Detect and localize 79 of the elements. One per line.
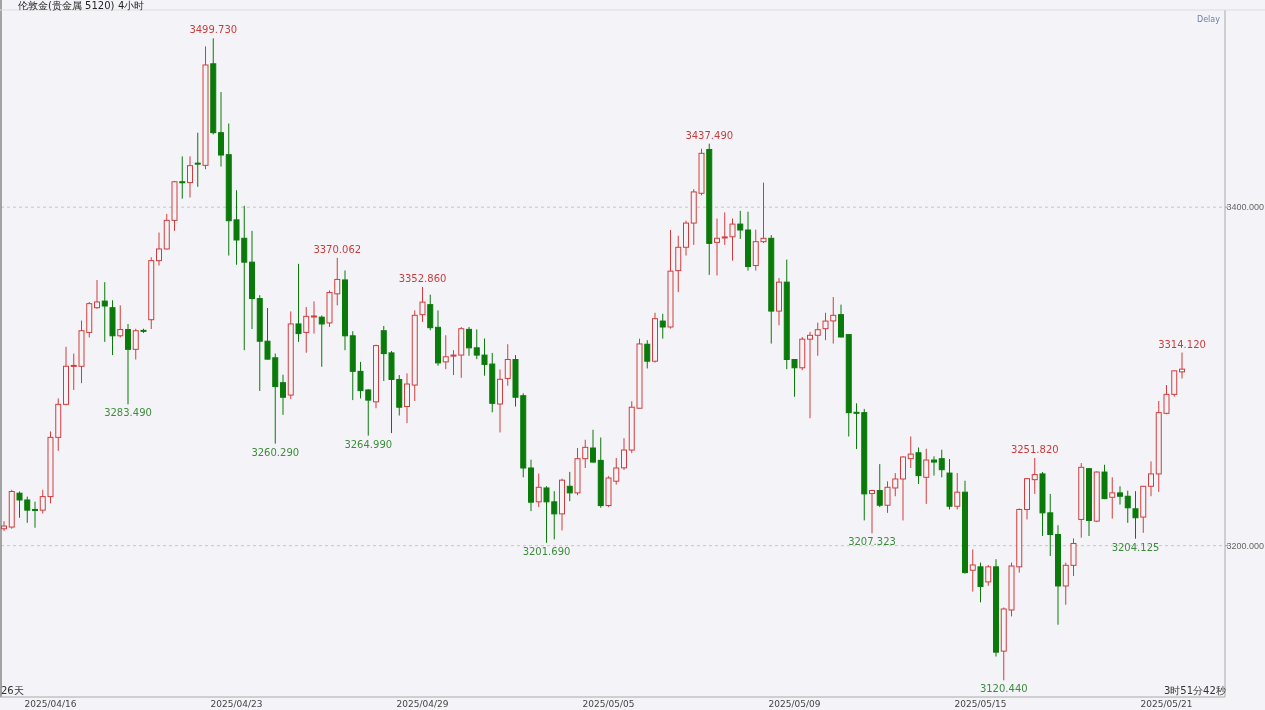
candlestick: [590, 429, 596, 464]
x-tick-label: 2025/05/09: [768, 699, 821, 709]
candlestick: [659, 313, 666, 340]
candlestick: [985, 564, 992, 587]
candlestick: [938, 449, 945, 478]
candlestick: [117, 304, 124, 338]
candlestick: [1117, 485, 1123, 506]
candlestick: [714, 218, 720, 277]
candlestick: [1124, 490, 1131, 524]
candlestick: [187, 155, 193, 199]
candlestick: [94, 279, 100, 310]
candlestick: [907, 436, 914, 469]
candlestick: [915, 447, 922, 485]
candlestick: [32, 501, 38, 529]
text: Delay: [1197, 15, 1221, 24]
candlestick: [900, 455, 906, 521]
candlestick: [869, 489, 875, 534]
chart-subtitle: 4小时: [118, 0, 145, 11]
y-tick-label: 3200.000: [1226, 540, 1264, 551]
annotation: 3时51分42秒: [1164, 685, 1226, 696]
annotation: 3120.440: [979, 683, 1028, 695]
candlestick: [807, 331, 813, 419]
annotation: 3260.290: [251, 446, 300, 458]
annotation: 3283.490: [104, 407, 152, 419]
candlestick: [1148, 460, 1154, 497]
candlestick: [194, 132, 201, 188]
x-tick-label: 2025/05/15: [954, 699, 1007, 709]
candlestick: [132, 328, 139, 360]
candlestick: [427, 294, 434, 331]
x-tick-label: 2025/05/21: [1140, 699, 1193, 709]
candlestick: [101, 281, 108, 343]
candlestick: [931, 455, 937, 477]
candlestick: [303, 306, 310, 354]
candlestick: [566, 471, 573, 502]
candlestick: [954, 472, 961, 510]
annotation: 3314.120: [1158, 338, 1206, 350]
annotation: 3204.125: [1111, 541, 1160, 553]
candlestick: [644, 339, 651, 369]
candlestick: [814, 322, 821, 357]
candlestick: [977, 562, 984, 603]
candlestick: [280, 374, 286, 416]
candlestick: [218, 91, 224, 168]
x-tick-label: 2025/05/05: [582, 699, 635, 709]
candlestick: [1132, 490, 1139, 540]
x-tick-label: 2025/04/23: [210, 699, 263, 709]
candlestick: [419, 286, 426, 323]
annotation: 3499.730: [189, 24, 238, 36]
y-tick-label: 3400.000: [1226, 202, 1264, 213]
candlestick: [923, 448, 930, 505]
chart-title: 伦敦金(贵金属 5120): [18, 0, 115, 11]
annotation: 3437.490: [685, 129, 734, 141]
candlestick: [404, 372, 410, 424]
x-tick-label: 2025/04/29: [396, 699, 449, 709]
candlestick: [311, 300, 317, 335]
annotation: 3352.860: [398, 272, 447, 284]
annotation: 3201.690: [522, 545, 571, 557]
candlestick: [156, 232, 162, 267]
candlestick: [179, 155, 186, 200]
candlestick: [295, 263, 302, 343]
candlestick: [1031, 457, 1038, 495]
candlestick: [504, 343, 511, 387]
candlestick: [621, 437, 627, 471]
x-tick-label: 2025/04/16: [24, 699, 77, 709]
annotation: 3370.062: [313, 243, 362, 255]
candlestick: [1, 520, 7, 532]
candlestick: [535, 473, 542, 508]
candlestick: [876, 463, 883, 508]
annotation: 26天: [1, 685, 24, 696]
annotation: 3251.820: [1010, 443, 1059, 455]
annotation: 3264.990: [344, 438, 393, 450]
candlestick: [737, 210, 744, 240]
annotation: 3207.323: [848, 536, 896, 548]
candlestick: [969, 548, 976, 593]
candlestick: [838, 304, 844, 338]
candlestick: [466, 326, 472, 357]
candlestick: [318, 314, 325, 368]
candlestick: [1109, 476, 1116, 520]
candlestick: [1179, 352, 1185, 379]
candlestick: [125, 323, 131, 405]
